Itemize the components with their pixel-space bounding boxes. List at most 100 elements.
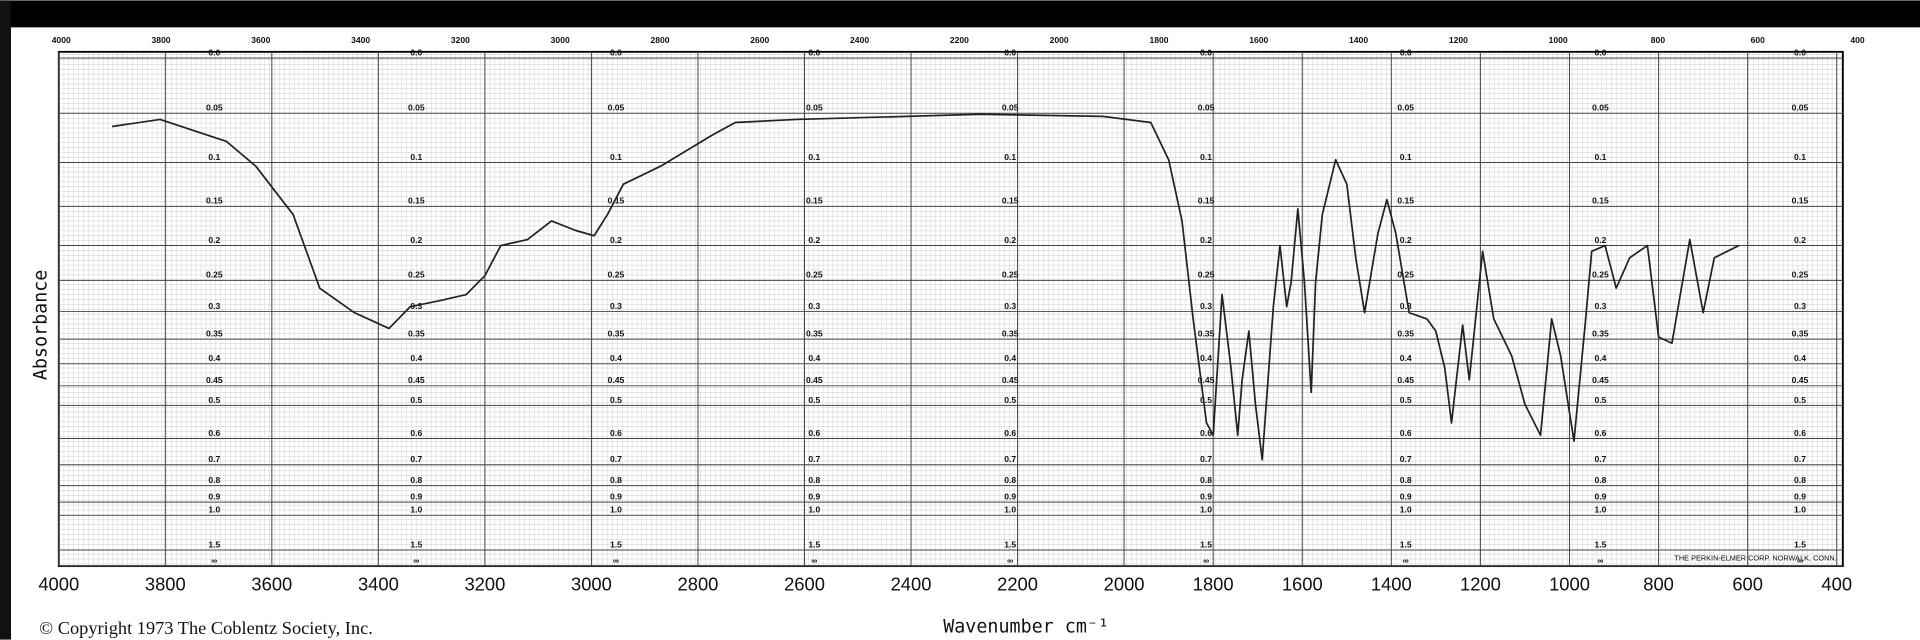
- y-tick-label: 0.45: [608, 375, 625, 385]
- y-tick-label: 0.05: [408, 103, 425, 113]
- chart-paper: [57, 50, 1844, 568]
- y-tick-label: ∞: [413, 555, 419, 565]
- y-tick-label: 0.35: [806, 329, 823, 339]
- y-tick-label: ∞: [613, 555, 619, 565]
- y-tick-label: ∞: [1007, 555, 1013, 565]
- y-tick-label: 0.25: [1198, 270, 1215, 280]
- y-tick-label: 0.15: [1198, 196, 1215, 206]
- top-tick-label: 600: [1751, 35, 1766, 45]
- y-tick-label: 0.1: [1400, 152, 1412, 162]
- y-tick-label: ∞: [1403, 555, 1409, 565]
- y-tick-label: 0.35: [608, 329, 625, 339]
- top-tick-label: 3400: [351, 35, 370, 45]
- y-tick-label: 0.7: [808, 454, 820, 464]
- x-tick-label: 1200: [1460, 574, 1501, 595]
- y-tick-label: 0.45: [1592, 375, 1609, 385]
- y-tick-label: 0.1: [410, 152, 422, 162]
- y-tick-label: 1.5: [208, 539, 220, 549]
- y-tick-label: 0.2: [208, 235, 220, 245]
- y-tick-label: 0.7: [1004, 454, 1016, 464]
- y-tick-label: 0.45: [1397, 375, 1414, 385]
- scan-border: [0, 0, 1920, 28]
- y-tick-label: 0.0: [1004, 47, 1016, 57]
- y-tick-label: 0.1: [1594, 152, 1606, 162]
- y-tick-label: 0.8: [410, 475, 422, 485]
- y-tick-label: 0.6: [1200, 428, 1212, 438]
- x-tick-label: 800: [1643, 574, 1674, 595]
- y-tick-label: 0.6: [1400, 428, 1412, 438]
- top-tick-label: 3600: [251, 35, 270, 45]
- y-tick-label: 0.6: [1794, 428, 1806, 438]
- y-tick-label: 0.5: [1200, 395, 1212, 405]
- y-tick-label: 0.8: [808, 475, 820, 485]
- y-tick-label: 0.15: [1002, 196, 1019, 206]
- y-tick-label: 0.25: [806, 270, 823, 280]
- y-tick-label: 0.4: [208, 353, 220, 363]
- y-tick-label: 0.9: [1400, 492, 1412, 502]
- y-tick-label: 0.25: [1592, 270, 1609, 280]
- top-tick-label: 3800: [151, 35, 170, 45]
- y-tick-label: ∞: [211, 555, 217, 565]
- top-tick-label: 1800: [1149, 35, 1168, 45]
- y-tick-label: 1.5: [1200, 539, 1212, 549]
- y-tick-label: 0.4: [1794, 353, 1806, 363]
- y-tick-label: 1.0: [1200, 505, 1212, 515]
- y-tick-label: 0.4: [410, 353, 422, 363]
- y-tick-label: 0.5: [1794, 395, 1806, 405]
- top-tick-label: 4000: [52, 35, 71, 45]
- x-tick-label: 2000: [1104, 574, 1145, 595]
- x-tick-label: 400: [1821, 574, 1852, 595]
- top-tick-label: 3200: [451, 35, 470, 45]
- y-tick-label: 0.4: [1594, 353, 1606, 363]
- y-tick-label: 1.0: [1594, 505, 1606, 515]
- x-tick-label: 600: [1732, 574, 1763, 595]
- y-tick-label: 0.5: [410, 395, 422, 405]
- top-tick-label: 3000: [551, 35, 570, 45]
- y-tick-label: 0.3: [610, 301, 622, 311]
- y-tick-label: 0.15: [1397, 196, 1414, 206]
- x-tick-label: 1000: [1549, 574, 1590, 595]
- y-tick-label: 0.05: [206, 103, 223, 113]
- y-tick-label: 0.8: [208, 475, 220, 485]
- y-tick-label: 0.35: [206, 329, 223, 339]
- y-tick-label: 0.1: [1200, 152, 1212, 162]
- y-tick-label: 0.5: [1400, 395, 1412, 405]
- y-tick-label: 0.05: [1198, 103, 1215, 113]
- y-tick-label: 0.5: [610, 395, 622, 405]
- y-tick-label: 0.25: [1792, 270, 1809, 280]
- y-tick-label: 1.5: [808, 539, 820, 549]
- y-tick-label: ∞: [1597, 555, 1603, 565]
- top-tick-label: 2800: [650, 35, 669, 45]
- y-tick-label: 0.15: [1592, 196, 1609, 206]
- y-tick-label: 0.1: [1004, 152, 1016, 162]
- y-tick-label: 0.6: [808, 428, 820, 438]
- y-tick-label: 0.0: [410, 47, 422, 57]
- maker-note: THE PERKIN-ELMER CORP. NORWALK, CONN.: [1674, 554, 1836, 563]
- y-tick-label: 0.9: [208, 492, 220, 502]
- y-tick-label: 0.3: [1594, 301, 1606, 311]
- top-tick-label: 2200: [950, 35, 969, 45]
- y-tick-label: 0.45: [1002, 375, 1019, 385]
- y-tick-label: 0.0: [610, 47, 622, 57]
- y-tick-label: 0.6: [1004, 428, 1016, 438]
- y-tick-label: 0.3: [1400, 301, 1412, 311]
- y-tick-label: 0.35: [1002, 329, 1019, 339]
- x-tick-label: 1400: [1371, 574, 1412, 595]
- top-tick-label: 400: [1850, 35, 1865, 45]
- y-tick-label: 0.6: [208, 428, 220, 438]
- y-tick-label: 0.1: [1794, 152, 1806, 162]
- y-tick-label: 0.0: [1200, 47, 1212, 57]
- y-tick-label: 1.0: [1004, 505, 1016, 515]
- y-tick-label: 1.0: [208, 505, 220, 515]
- y-tick-label: 0.7: [1400, 454, 1412, 464]
- y-tick-label: 0.9: [808, 492, 820, 502]
- y-tick-label: 1.5: [410, 539, 422, 549]
- y-tick-label: 0.25: [1002, 270, 1019, 280]
- y-tick-label: 0.45: [806, 375, 823, 385]
- y-axis-label: Absorbance: [31, 270, 52, 381]
- y-tick-label: 0.15: [608, 196, 625, 206]
- y-tick-label: 1.5: [1594, 539, 1606, 549]
- y-tick-label: 0.3: [808, 301, 820, 311]
- y-tick-label: 0.0: [1794, 47, 1806, 57]
- x-tick-label: 3200: [464, 574, 505, 595]
